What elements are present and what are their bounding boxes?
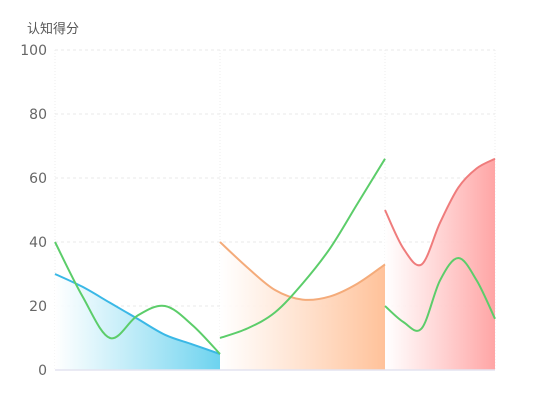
y-tick-label: 20	[29, 299, 47, 315]
green-line-2	[384, 256, 496, 332]
y-tick-label: 60	[29, 171, 47, 187]
area-series	[55, 158, 495, 370]
y-tick-label: 40	[29, 235, 47, 251]
y-tick-label: 0	[38, 363, 47, 379]
green-line-0	[54, 241, 221, 355]
y-tick-label: 80	[29, 107, 47, 123]
area-fill-0	[55, 274, 220, 370]
y-axis-title: 认知得分	[27, 21, 79, 37]
line-series	[54, 157, 496, 355]
y-axis: 0 20 40 60 80 100	[20, 43, 47, 379]
area-line-0	[54, 273, 221, 355]
y-tick-label: 100	[20, 43, 47, 59]
area-fill-1	[220, 242, 385, 370]
area-line-2	[384, 157, 496, 267]
area-fill-2	[385, 158, 495, 370]
area-line-1	[219, 241, 386, 301]
green-line-1	[219, 158, 386, 339]
